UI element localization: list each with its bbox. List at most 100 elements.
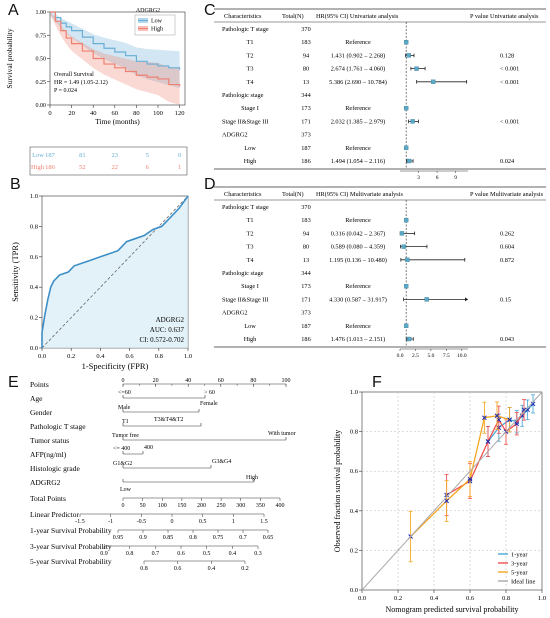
multi-header: Characteristics — [224, 191, 262, 198]
nomogram-level-label: G1&G2 — [113, 461, 132, 467]
nomogram-level-label: Low — [120, 487, 132, 493]
uni-header: Characteristics — [224, 13, 262, 20]
uni-header: Total(N) — [282, 13, 304, 20]
uni-row-hr: Reference — [345, 105, 371, 112]
multi-row-characteristic: Stage I — [241, 283, 259, 290]
multi-axis-tick-label: 7.5 — [443, 353, 450, 359]
uni-row-p: 0.024 — [500, 158, 515, 165]
multi-row-total: 344 — [301, 270, 311, 277]
uni-row-characteristic: T4 — [247, 79, 255, 86]
uni-row-total: 94 — [303, 52, 310, 59]
nomogram-tick-label: -1 — [108, 519, 113, 525]
uni-row-total: 171 — [301, 118, 310, 125]
uni-row-total: 187 — [301, 145, 310, 152]
multi-hr-point — [404, 323, 409, 328]
calib-ytick-label: 1.0 — [350, 389, 358, 396]
roc-xtick-label: 0.0 — [38, 353, 46, 360]
multi-row-characteristic: T3 — [247, 244, 254, 251]
km-risk-count: 23 — [112, 152, 119, 159]
calib-ytick-label: 0.0 — [350, 587, 358, 594]
km-ytick-label: 1.00 — [36, 10, 47, 16]
nomogram-row-label: 5-year Survival Probability — [30, 557, 112, 566]
roc-ci-label: CI: 0.572-0.702 — [139, 336, 184, 344]
multi-row-p: 0.872 — [500, 257, 514, 264]
nomogram-level-label: Female — [200, 401, 218, 407]
uni-row-characteristic: T1 — [247, 39, 254, 46]
nomogram-level-label: G3&G4 — [212, 459, 231, 465]
km-risk-count: 0 — [178, 152, 181, 159]
multi-row-characteristic: T4 — [247, 257, 255, 264]
uni-row-characteristic: Pathologic T stage — [222, 26, 269, 33]
panel-label-c: C — [204, 2, 216, 19]
km-legend-label-high: High — [151, 27, 163, 33]
multi-row-total: 171 — [301, 296, 310, 303]
nomogram-row-label: 1-year Survival Probability — [30, 526, 112, 535]
km-risk-count: 6 — [146, 164, 150, 171]
km-xlabel: Time (months) — [95, 117, 140, 126]
uni-row-hr: 2.032 (1.385 – 2.979) — [331, 118, 386, 125]
multi-row-characteristic: Stage II&Stage III — [222, 296, 269, 303]
uni-row-p: < 0.001 — [500, 66, 519, 73]
multi-row-characteristic: T2 — [247, 230, 254, 237]
uni-row-total: 80 — [303, 66, 309, 73]
roc-ytick-label: 0.0 — [30, 345, 38, 352]
uni-axis-tick-label: 6 — [436, 175, 439, 180]
nomogram-tick-label: 0.5 — [199, 519, 207, 525]
km-legend-label-low: Low — [151, 19, 163, 25]
km-risk-count: 1 — [178, 164, 181, 171]
km-risk-count: 22 — [112, 164, 119, 171]
nomogram-tick-label: 350 — [256, 503, 265, 509]
multi-hr-point — [399, 231, 405, 236]
multi-axis-tick-label: 2.5 — [412, 353, 419, 359]
nomogram-level-label: With tumor — [268, 431, 296, 437]
nomogram-tick-label: 0.65 — [263, 535, 274, 541]
uni-row-characteristic: Low — [244, 145, 256, 152]
nomogram-row-label: Total Points — [30, 494, 66, 503]
uni-row-total: 370 — [301, 26, 310, 33]
nomogram-row-label: Age — [30, 394, 43, 403]
nomogram-tick-label: 0.7 — [239, 535, 247, 541]
km-stat-hr: HR = 1.49 (1.05-2.12) — [54, 79, 108, 86]
calib-ytick-label: 0.2 — [350, 547, 358, 554]
km-risk-count: 187 — [45, 152, 56, 159]
roc-plot: 0.0 0.2 0.4 0.6 0.8 1.0 0.0 0.2 0.4 0.6 0.8 1.0 1-Sp… — [10, 193, 192, 371]
km-risk-table-box — [29, 146, 188, 176]
nomogram-tick-label: 60 — [218, 378, 224, 384]
km-curve-high — [50, 11, 181, 87]
km-ytick-label: 0.50 — [36, 57, 47, 63]
multi-row-total: 80 — [303, 244, 309, 251]
multi-header: Total(N) — [282, 191, 304, 198]
calib-point-marker — [514, 421, 520, 427]
uni-axis-tick-label: 9 — [454, 175, 457, 180]
uni-row-characteristic: Stage I — [241, 105, 259, 112]
uni-hr-point — [431, 79, 436, 84]
multi-row-hr: 4.330 (0.587 – 31.917) — [329, 296, 387, 303]
multi-row-total: 187 — [301, 323, 310, 330]
uni-row-total: 13 — [303, 79, 309, 86]
nomogram-tick-label: 100 — [158, 503, 167, 509]
roc-xtick-label: 0.8 — [155, 353, 163, 360]
km-ylabel: Survival probability — [5, 28, 14, 88]
calibration-plot: 0.00.0 0.2 0.2 0.4 0.4 0.6 0.6 0.8 0.8 1.0 1.0 Nomo… — [333, 389, 546, 614]
km-stat-title: Overall Survival — [54, 72, 94, 78]
nomogram-row-label: Linear Predictor — [30, 510, 79, 519]
nomogram-tick-label: 50 — [140, 503, 146, 509]
nomogram-row-label: Gender — [30, 408, 53, 417]
nomogram-tick-label: 100 — [282, 378, 291, 384]
multi-row-hr: 0.589 (0.080 – 4.359) — [331, 244, 386, 251]
km-stat-p: P = 0.024 — [54, 88, 77, 94]
nomogram-tick-label: 0.7 — [152, 551, 160, 557]
multi-row-characteristic: Pathologic stage — [222, 270, 264, 277]
multi-hr-point — [401, 244, 406, 249]
uni-row-hr: Reference — [345, 39, 371, 46]
calib-point-marker — [507, 417, 512, 423]
km-xtick-label: 100 — [153, 110, 163, 117]
nomogram-level-label: > 60 — [204, 390, 215, 396]
calib-xtick-label: 0.0 — [358, 595, 366, 602]
roc-xtick-label: 1.0 — [184, 353, 192, 360]
calib-point-marker — [496, 417, 502, 423]
nomogram-row-label: ADGRG2 — [30, 478, 61, 487]
nomogram-tick-label: 0.9 — [100, 551, 108, 557]
km-risk-group-label: Low — [32, 152, 44, 159]
calib-legend-label: 5-year — [511, 570, 528, 577]
